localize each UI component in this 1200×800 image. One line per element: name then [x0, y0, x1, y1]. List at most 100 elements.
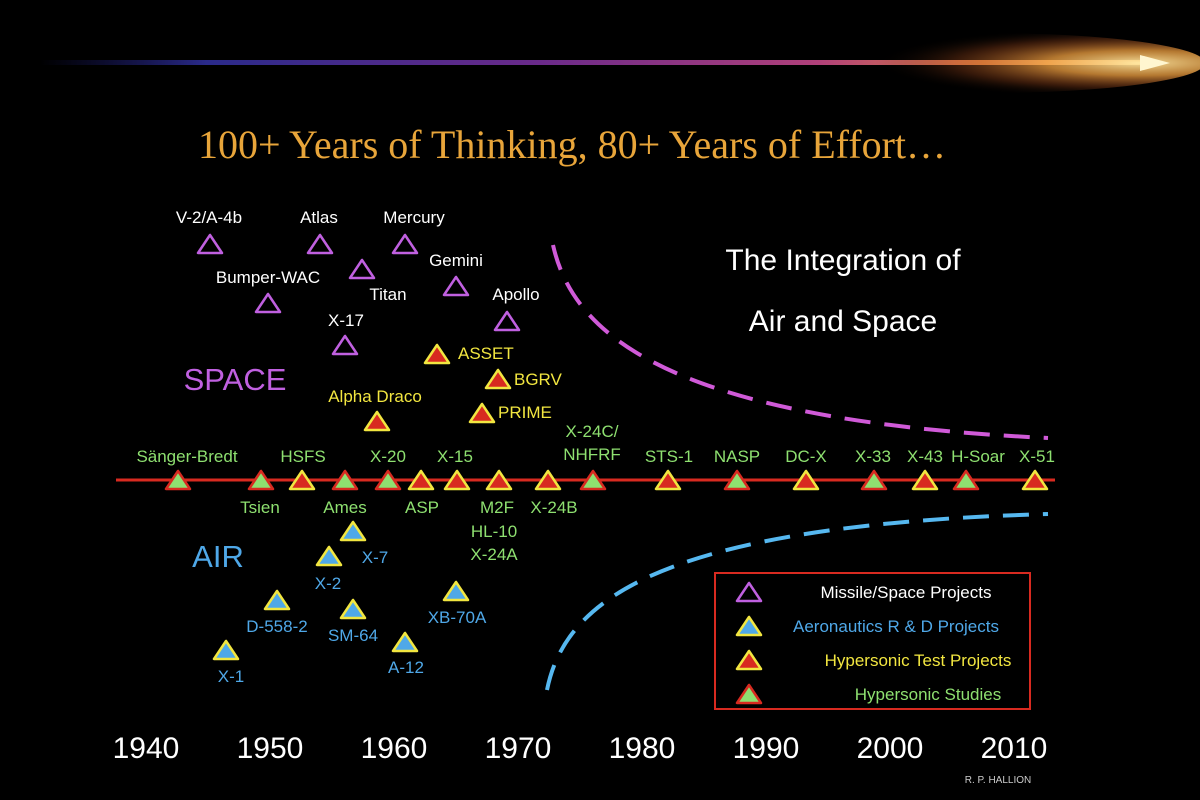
legend-label-study: Hypersonic Studies [855, 685, 1001, 704]
label-nhfrf: NHFRF [563, 445, 621, 464]
decade-2000: 2000 [857, 732, 924, 765]
marker-h-soar [952, 469, 980, 491]
decade-1970: 1970 [485, 732, 552, 765]
marker-asset [423, 343, 451, 365]
marker-x1 [212, 639, 240, 661]
label-atlas: Atlas [300, 208, 338, 227]
marker-v2-a4b [196, 233, 224, 255]
label-gemini: Gemini [429, 251, 483, 270]
marker-d558-2 [263, 589, 291, 611]
test-project-labels: ASSET BGRV PRIME Alpha Draco [328, 344, 562, 422]
decade-1940: 1940 [113, 732, 180, 765]
label-x15: X-15 [437, 447, 473, 466]
decade-1960: 1960 [361, 732, 428, 765]
marker-tsien [247, 469, 275, 491]
legend-label-space: Missile/Space Projects [820, 583, 991, 602]
label-mercury: Mercury [383, 208, 445, 227]
marker-gemini [442, 275, 470, 297]
label-h-soar: H-Soar [951, 447, 1005, 466]
air-region-label: AIR [192, 539, 244, 574]
marker-x15 [443, 469, 471, 491]
project-markers [164, 233, 1049, 661]
legend-marker-test [735, 649, 763, 671]
marker-ames [331, 469, 359, 491]
label-x24c: X-24C/ [566, 422, 619, 441]
label-bgrv: BGRV [514, 370, 563, 389]
label-x33: X-33 [855, 447, 891, 466]
label-x20: X-20 [370, 447, 406, 466]
marker-x2 [315, 545, 343, 567]
legend-box [714, 572, 1031, 710]
label-ames: Ames [323, 498, 366, 517]
streak-line [40, 60, 1150, 65]
label-asp: ASP [405, 498, 439, 517]
marker-x33 [860, 469, 888, 491]
slide-title: 100+ Years of Thinking, 80+ Years of Eff… [198, 122, 946, 167]
label-x2: X-2 [315, 574, 341, 593]
marker-atlas [306, 233, 334, 255]
decade-2010: 2010 [981, 732, 1048, 765]
marker-x24c-nhfrf [579, 469, 607, 491]
label-dcx: DC-X [785, 447, 827, 466]
label-bumper-wac: Bumper-WAC [216, 268, 320, 287]
space-project-labels: V-2/A-4b Atlas Mercury Bumper-WAC Titan … [176, 208, 540, 330]
subtitle-line-1: The Integration of [725, 244, 961, 277]
aero-project-labels: X-1 D-558-2 X-2 X-7 SM-64 A-12 XB-70A [218, 548, 487, 686]
subtitle-line-2: Air and Space [749, 305, 937, 338]
timeline-labels-below: Tsien Ames ASP M2F HL-10 X-24A X-24B [240, 498, 577, 564]
marker-prime [468, 402, 496, 424]
legend-label-aero: Aeronautics R & D Projects [793, 617, 999, 636]
decade-1980: 1980 [609, 732, 676, 765]
label-hsfs: HSFS [280, 447, 325, 466]
label-x43: X-43 [907, 447, 943, 466]
label-x7: X-7 [362, 548, 388, 567]
legend: Missile/Space Projects Aeronautics R & D… [714, 572, 1031, 710]
decade-1950: 1950 [237, 732, 304, 765]
marker-m2f-hl10-x24a [485, 469, 513, 491]
author-credit: R. P. HALLION [965, 775, 1032, 786]
air-convergence-curve [545, 512, 1049, 691]
marker-dcx [792, 469, 820, 491]
label-x24a: X-24A [470, 545, 518, 564]
decade-1990: 1990 [733, 732, 800, 765]
marker-apollo [493, 310, 521, 332]
legend-marker-study [735, 683, 763, 705]
legend-marker-aero [735, 615, 763, 637]
label-alpha-draco: Alpha Draco [328, 387, 422, 406]
comet-glow [765, 33, 1200, 93]
marker-a12 [391, 631, 419, 653]
label-sm64: SM-64 [328, 626, 378, 645]
label-xb70a: XB-70A [428, 608, 487, 627]
marker-asp [407, 469, 435, 491]
label-d558-2: D-558-2 [246, 617, 307, 636]
label-titan: Titan [369, 285, 406, 304]
timeline-labels-above: Sänger-Bredt HSFS X-20 X-15 X-24C/ NHFRF… [136, 422, 1055, 466]
marker-titan [348, 258, 376, 280]
marker-x20 [374, 469, 402, 491]
space-convergence-curve [551, 244, 1049, 440]
marker-x7 [339, 520, 367, 542]
marker-bgrv [484, 368, 512, 390]
label-nasp: NASP [714, 447, 760, 466]
marker-x17 [331, 334, 359, 356]
label-asset: ASSET [458, 344, 514, 363]
label-x17: X-17 [328, 311, 364, 330]
label-x24b: X-24B [530, 498, 577, 517]
marker-x51 [1021, 469, 1049, 491]
marker-mercury [391, 233, 419, 255]
label-apollo: Apollo [492, 285, 539, 304]
marker-hsfs [288, 469, 316, 491]
label-hl10: HL-10 [471, 522, 517, 541]
label-x1: X-1 [218, 667, 244, 686]
label-sts1: STS-1 [645, 447, 693, 466]
label-prime: PRIME [498, 403, 552, 422]
marker-bumper-wac [254, 292, 282, 314]
marker-nasp [723, 469, 751, 491]
decade-axis: 1940 1950 1960 1970 1980 1990 2000 2010 [113, 732, 1048, 765]
marker-xb70a [442, 580, 470, 602]
arrow-head-icon [1140, 55, 1170, 71]
legend-marker-space [735, 581, 763, 603]
marker-sm64 [339, 598, 367, 620]
